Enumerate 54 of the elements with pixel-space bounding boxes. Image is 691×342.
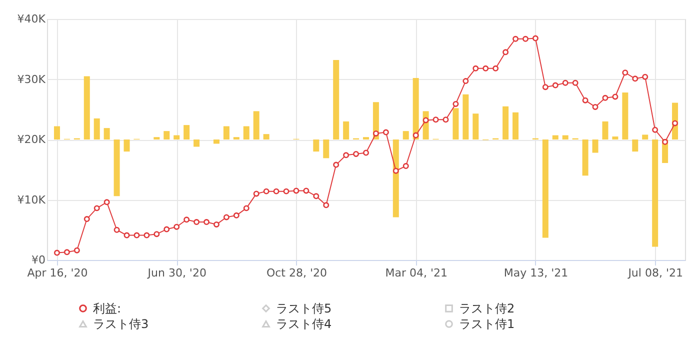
legend-label: ラスト侍4 bbox=[276, 317, 332, 331]
legend-label: ラスト侍2 bbox=[459, 301, 515, 316]
x-tick-label: Mar 04, '21 bbox=[385, 266, 448, 280]
y-tick-label: ¥10K bbox=[17, 193, 46, 206]
bar bbox=[323, 140, 330, 158]
bar bbox=[54, 126, 60, 140]
y-tick-label: ¥0 bbox=[32, 254, 46, 266]
x-tick-label: Apr 16, '20 bbox=[27, 266, 88, 280]
bar bbox=[223, 126, 230, 140]
bar bbox=[392, 140, 399, 218]
bar bbox=[462, 94, 469, 140]
bar bbox=[542, 140, 548, 238]
bar bbox=[472, 114, 479, 140]
y-tick-label: ¥40K bbox=[17, 12, 46, 26]
bar bbox=[642, 134, 648, 140]
bar bbox=[412, 78, 419, 140]
legend-label: ラスト侍1 bbox=[459, 317, 515, 331]
bar bbox=[592, 140, 598, 153]
bar bbox=[243, 126, 250, 140]
bar bbox=[184, 125, 190, 140]
x-tick-label: Jul 08, '21 bbox=[627, 266, 683, 280]
bar bbox=[512, 112, 519, 140]
bar bbox=[104, 128, 110, 140]
bar bbox=[313, 140, 320, 152]
bar bbox=[622, 92, 628, 140]
bar bbox=[213, 140, 220, 144]
x-tick-label: Jun 30, '20 bbox=[146, 266, 206, 280]
y-tick-label: ¥30K bbox=[17, 72, 46, 86]
bar bbox=[174, 135, 180, 140]
bar bbox=[632, 140, 638, 152]
bar bbox=[602, 121, 608, 140]
bar bbox=[652, 140, 658, 247]
bar bbox=[612, 136, 618, 140]
bar bbox=[194, 140, 200, 147]
x-tick-label: May 13, '21 bbox=[504, 266, 568, 280]
bar bbox=[114, 140, 120, 196]
legend-label: ラスト侍3 bbox=[93, 317, 149, 331]
bar bbox=[333, 60, 340, 140]
bar bbox=[582, 140, 588, 176]
bar bbox=[263, 134, 270, 140]
y-tick-label: ¥20K bbox=[17, 133, 46, 146]
bar bbox=[84, 76, 90, 140]
bar bbox=[94, 118, 100, 140]
bar bbox=[562, 135, 568, 140]
bar bbox=[552, 135, 558, 140]
legend-label: 利益: bbox=[93, 301, 122, 316]
bar bbox=[253, 111, 260, 140]
legend-label: ラスト侍5 bbox=[276, 301, 332, 316]
bar bbox=[502, 106, 509, 140]
x-tick-label: Oct 28, '20 bbox=[266, 266, 327, 280]
bar bbox=[164, 131, 170, 140]
bar bbox=[124, 140, 130, 152]
bar bbox=[402, 131, 409, 140]
bar bbox=[343, 121, 350, 140]
